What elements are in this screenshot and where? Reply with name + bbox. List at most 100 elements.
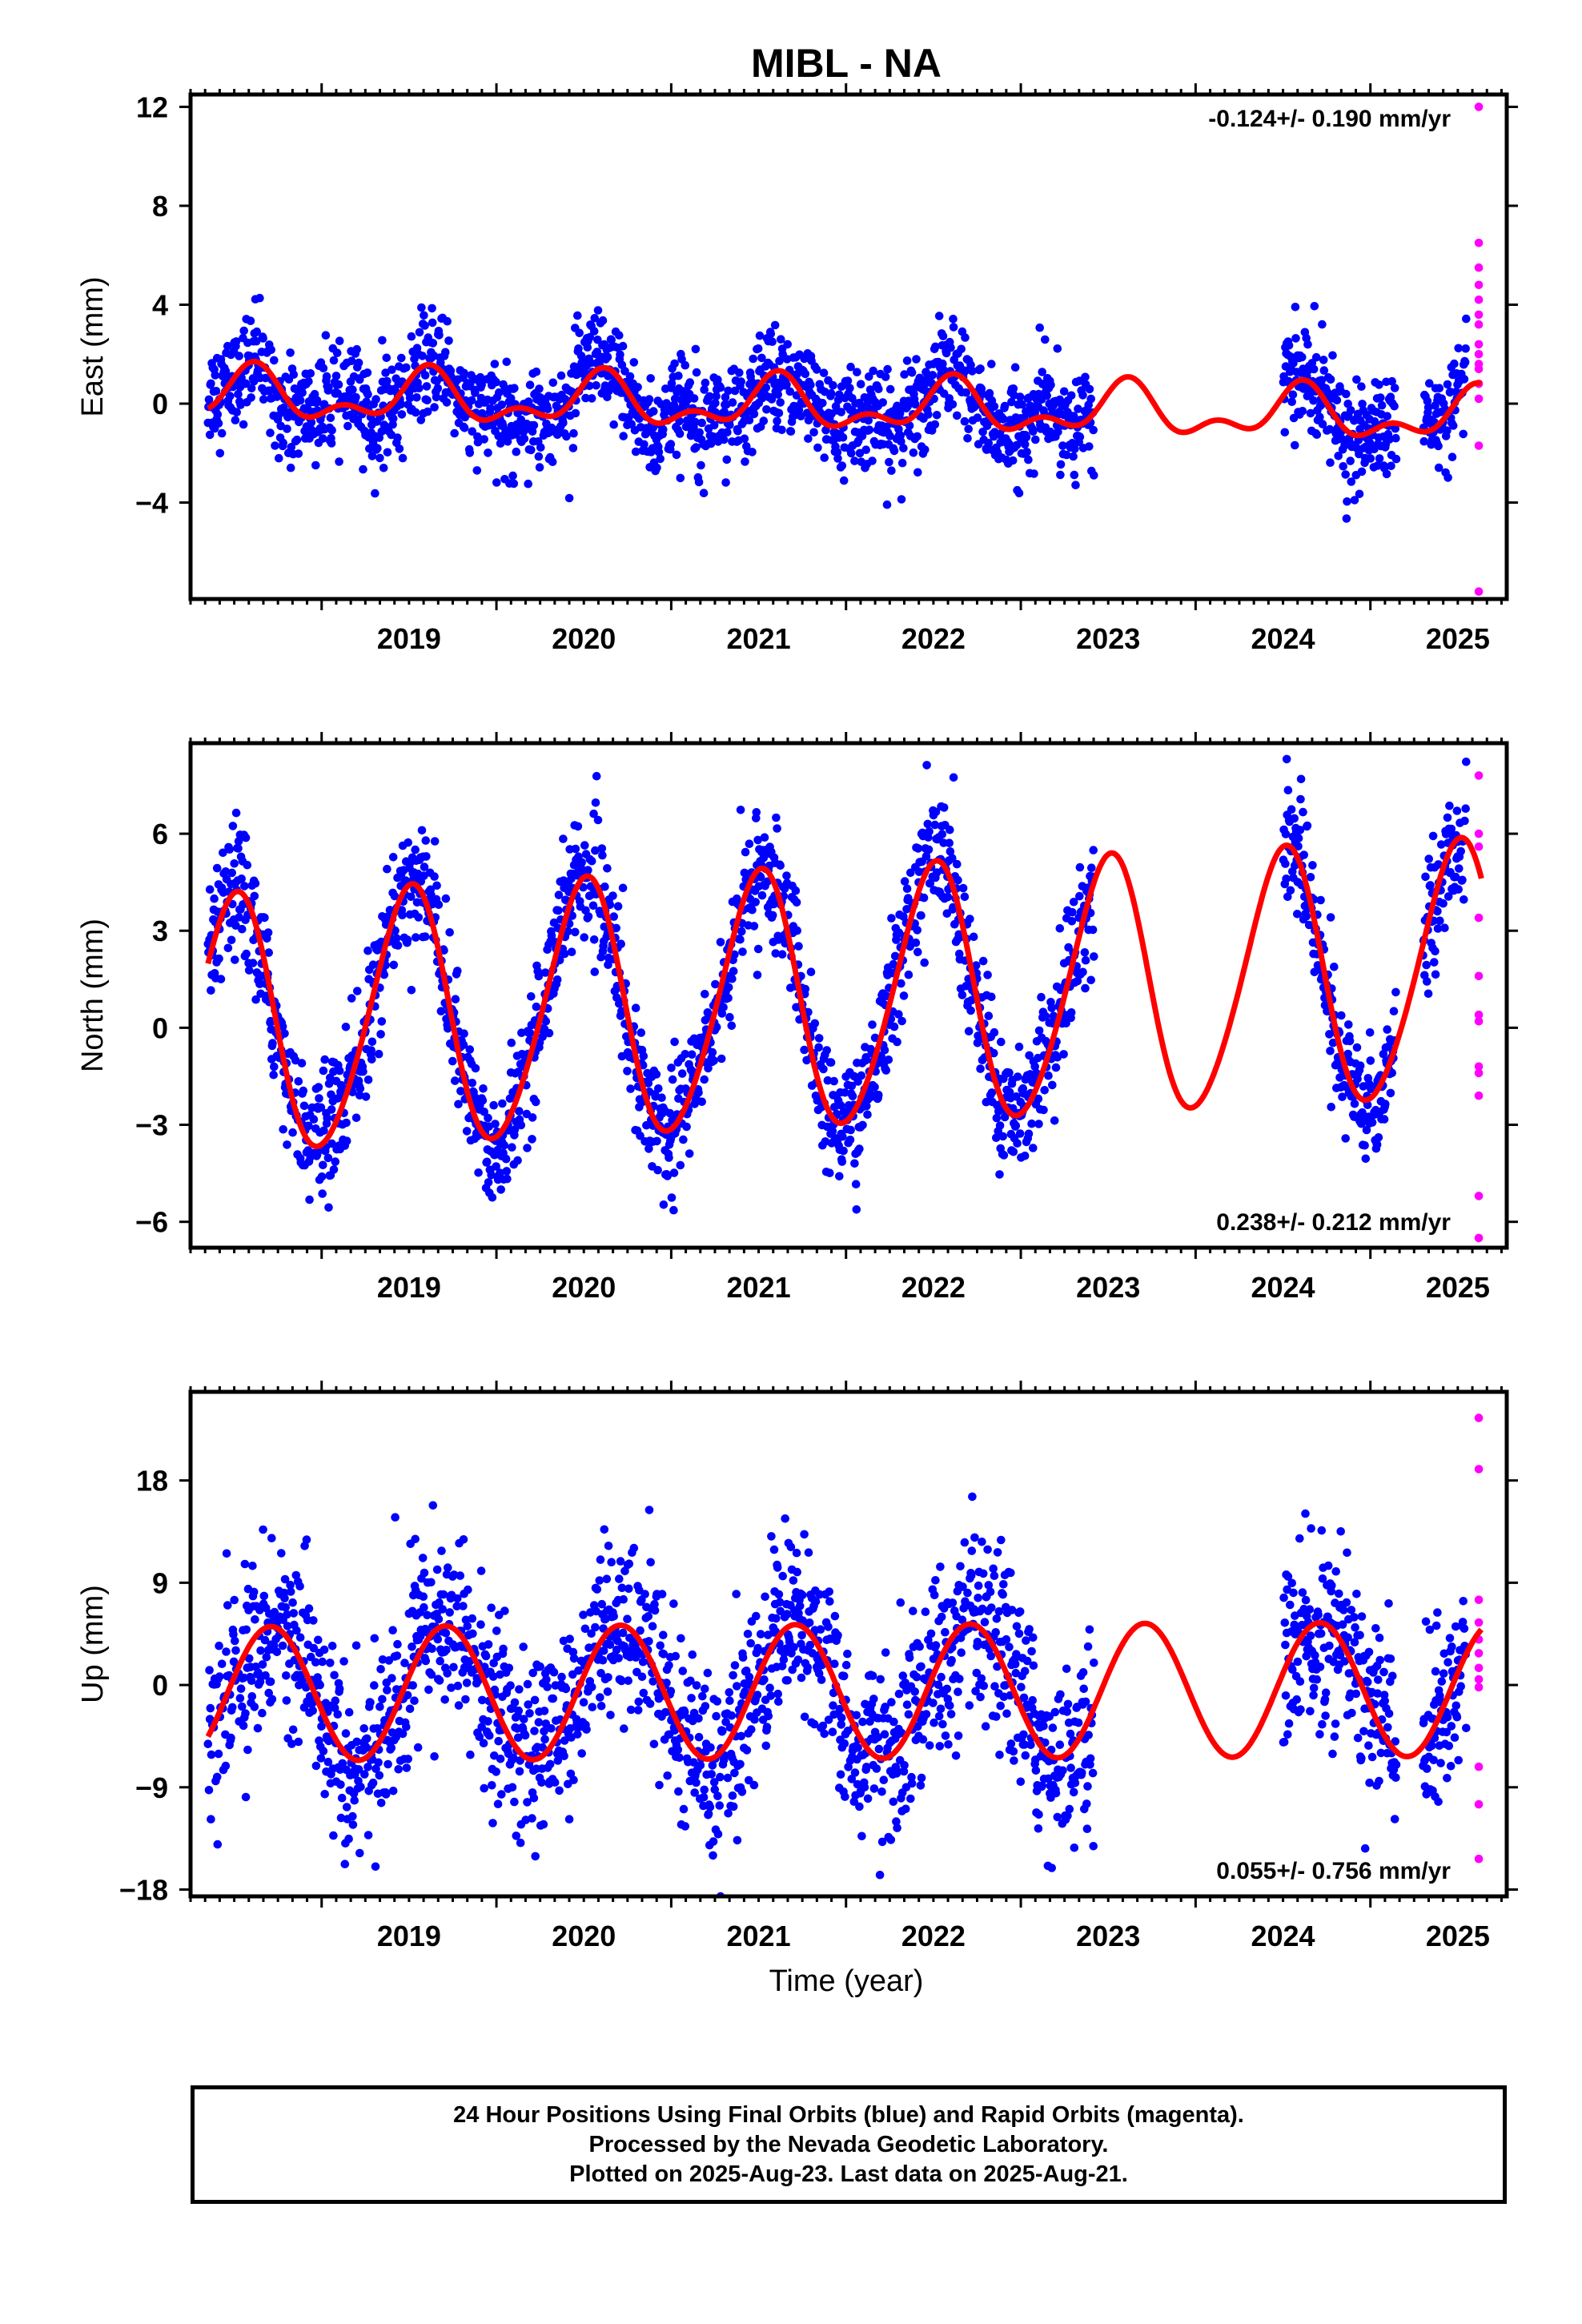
up-final-point [309,1643,319,1653]
east-final-point [574,344,583,353]
east-final-point [897,437,905,446]
north-final-point [925,826,934,836]
north-final-point [623,1067,632,1076]
up-final-point [318,1657,327,1667]
east-final-point [295,396,305,405]
east-final-point [850,456,859,465]
north-final-point [398,911,407,919]
up-final-point [494,1736,503,1746]
north-final-point [260,913,269,923]
north-final-point [459,1040,468,1049]
north-final-point [752,808,761,817]
up-final-point [555,1786,564,1795]
north-final-point [432,881,441,891]
north-final-point [591,846,600,855]
east-final-point [211,371,220,380]
up-final-point [348,1820,358,1829]
east-final-point [495,388,504,397]
east-final-point [205,430,215,440]
up-final-point [375,1771,384,1780]
north-final-point [1431,970,1440,979]
east-final-point [420,321,429,330]
east-final-point [1358,400,1367,408]
north-final-point [1034,1120,1043,1128]
east-final-point [716,383,725,392]
north-final-point [304,1121,313,1131]
north-final-point [491,1120,500,1128]
east-final-point [433,384,443,393]
north-final-point [1374,1133,1383,1142]
east-final-point [912,355,921,364]
north-final-point [852,1205,861,1214]
east-final-point [371,489,379,498]
east-final-point [672,450,681,460]
up-final-point [480,1783,488,1793]
east-final-point [1325,424,1335,434]
east-final-point [362,397,371,407]
east-final-point [837,461,847,470]
north-plot-frame [188,741,1509,1250]
east-final-point [1317,376,1327,385]
up-final-point [363,1734,371,1743]
up-final-point [348,1811,357,1821]
up-final-point [488,1781,496,1790]
east-final-point [327,439,336,448]
east-final-point [215,448,225,458]
east-final-point [562,432,571,441]
up-final-point [253,1723,263,1733]
up-final-point [428,1644,436,1653]
up-final-point [387,1743,396,1752]
north-final-point [992,1113,1002,1123]
east-final-point [292,435,302,444]
east-final-point [864,416,873,425]
north-y-tick-label: 3 [152,915,168,947]
up-final-point [378,1655,387,1664]
east-final-point [573,311,582,320]
up-final-point [539,1819,548,1829]
east-final-point [231,416,240,424]
north-final-point [845,1136,855,1144]
east-final-point [532,367,541,376]
east-final-point [1010,363,1020,372]
east-final-point [603,352,612,362]
up-final-point [204,1786,214,1795]
up-final-point [548,1694,558,1703]
up-final-point [295,1633,305,1642]
north-final-point [1308,861,1317,870]
up-final-point [243,1745,252,1755]
up-final-point [327,1642,337,1651]
east-final-point [402,363,411,372]
up-final-point [229,1630,238,1639]
north-final-point [421,836,431,845]
east-final-point [681,360,690,370]
up-final-point [259,1591,269,1601]
east-final-point [1343,497,1351,506]
up-final-point [212,1772,222,1782]
east-final-point [472,466,482,475]
east-final-point [307,418,316,427]
up-final-point [241,1792,251,1802]
north-final-point [355,1084,365,1093]
north-final-point [736,806,745,814]
north-final-point [943,892,953,902]
north-final-point [294,1077,303,1086]
north-final-point [532,1097,540,1107]
north-final-point [931,807,941,817]
east-final-point [1365,438,1375,448]
north-final-point [1281,830,1291,838]
east-final-point [759,416,769,425]
north-final-point [945,838,954,847]
north-final-point [913,926,921,935]
north-final-point [210,894,219,903]
up-final-point [239,1721,248,1731]
east-final-point [1312,430,1322,439]
north-final-point [510,1125,520,1134]
north-final-point [855,1144,864,1153]
north-final-point [390,891,400,901]
east-final-point [373,444,382,452]
east-final-point [1031,435,1040,444]
east-final-point [443,316,452,326]
north-final-point [231,808,241,818]
up-final-point [326,1659,335,1667]
east-final-point [331,372,341,380]
